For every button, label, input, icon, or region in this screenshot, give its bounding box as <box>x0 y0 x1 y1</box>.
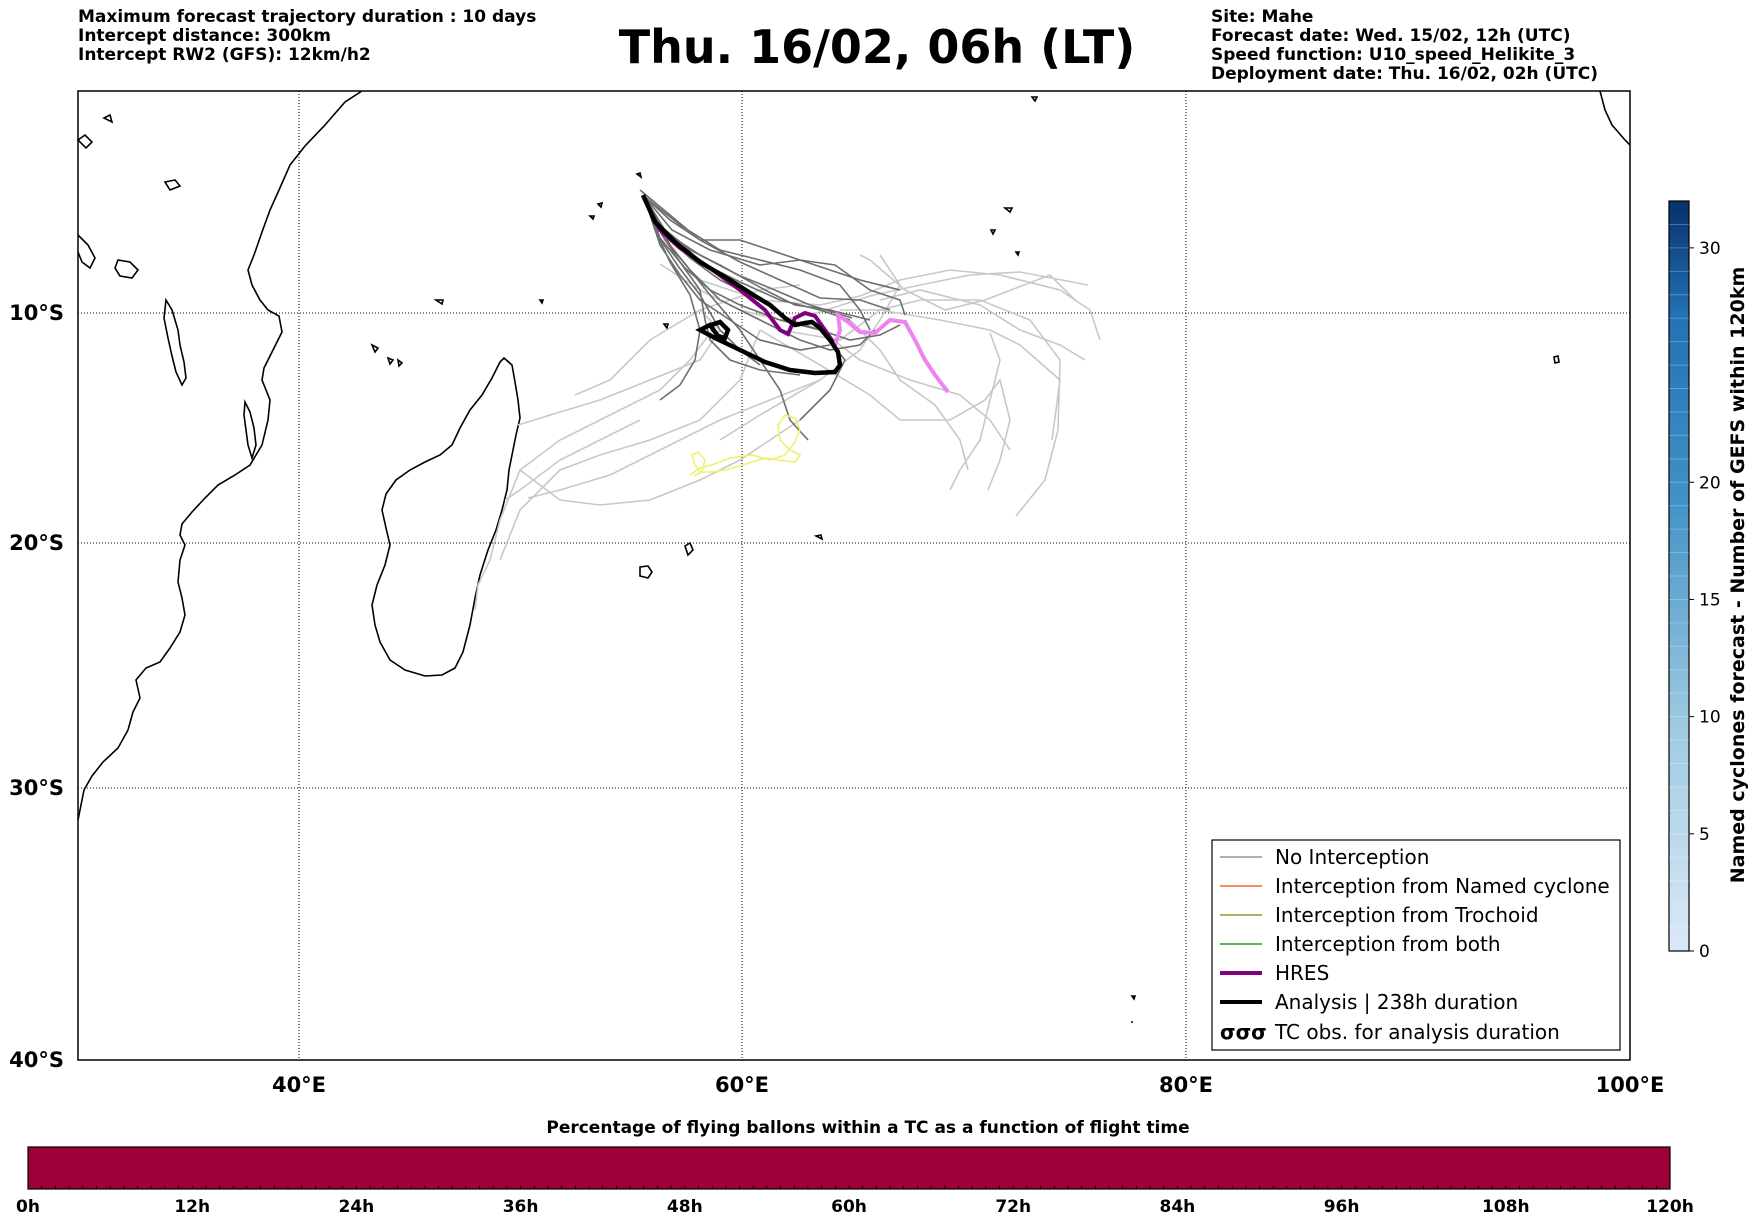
legend-label-hres: HRES <box>1275 961 1329 985</box>
intercept-rw2-text: Intercept RW2 (GFS): 12km/h2 <box>78 45 371 65</box>
time-tick-label: 0h <box>16 1197 40 1217</box>
colorbar-tick-label: 5 <box>1699 825 1710 845</box>
trajectory-member <box>643 195 831 351</box>
colorbar-tick-label: 10 <box>1699 708 1721 728</box>
legend-label-no-interception: No Interception <box>1275 845 1429 869</box>
time-tick-label: 120h <box>1646 1197 1694 1217</box>
bottom-colorbar-title: Percentage of flying ballons within a TC… <box>546 1118 1189 1138</box>
reunion-island <box>684 541 694 557</box>
lake-malawi <box>243 399 257 461</box>
legend-label-analysis: Analysis | 238h duration <box>1275 990 1518 1014</box>
trajectory-member <box>574 284 801 396</box>
legend-label-trochoid: Interception from Trochoid <box>1275 903 1539 927</box>
lat-axis-labels: 10°S 20°S 30°S 40°S <box>9 301 64 1072</box>
rodrigues-island <box>813 534 824 541</box>
right-colorbar-fill <box>1668 200 1690 952</box>
header-right: Site: Mahe Forecast date: Wed. 15/02, 12… <box>1211 8 1598 84</box>
right-colorbar: 0 5 10 15 20 30 Named cyclones forecast - Num… <box>1668 200 1749 962</box>
trajectory-member <box>879 289 1086 361</box>
mauritius-island <box>639 565 653 579</box>
colorbar-tick-label: 0 <box>1699 942 1710 962</box>
legend-label-named-cyclone: Interception from Named cyclone <box>1275 874 1610 898</box>
lat-label-30s: 30°S <box>9 776 64 800</box>
intercept-distance-text: Intercept distance: 300km <box>78 26 331 46</box>
trajectory-member <box>859 254 1076 311</box>
time-tick-label: 60h <box>831 1197 867 1217</box>
trajectory-member <box>849 319 969 471</box>
madagascar-coastline <box>371 356 521 677</box>
lon-axis-labels: 40°E 60°E 80°E 100°E <box>272 1073 1664 1097</box>
lake-victoria <box>114 259 140 279</box>
lon-label-100e: 100°E <box>1596 1073 1665 1097</box>
bottom-colorbar-ticks: 0h 12h 24h 36h 48h 60h 72h 84h 96h 108h 120h <box>16 1185 1694 1217</box>
analysis-track <box>640 194 843 376</box>
africa-coastline <box>77 90 363 821</box>
time-tick-label: 84h <box>1160 1197 1196 1217</box>
trajectory-member <box>949 332 1001 491</box>
trajectory-member <box>643 195 846 421</box>
trajectory-member <box>639 189 901 291</box>
yellow-track <box>689 414 802 477</box>
time-tick-label: 72h <box>995 1197 1031 1217</box>
lat-label-20s: 20°S <box>9 531 64 555</box>
legend-label-tc-obs: TC obs. for analysis duration <box>1274 1020 1560 1044</box>
legend-label-both: Interception from both <box>1275 932 1501 956</box>
time-tick-label: 108h <box>1482 1197 1530 1217</box>
site-text: Site: Mahe <box>1211 7 1314 27</box>
gridlines <box>78 91 1630 1060</box>
comoros-islands <box>370 343 404 368</box>
trajectory-member <box>474 319 721 611</box>
bottom-colorbar-fill <box>27 1146 1671 1190</box>
ensemble-trajectories-dark <box>639 189 906 441</box>
lon-label-80e: 80°E <box>1159 1073 1213 1097</box>
header-left: Maximum forecast trajectory duration : 1… <box>78 8 536 65</box>
socotra-coast <box>76 113 182 191</box>
trajectory-member <box>840 309 1061 441</box>
lon-label-40e: 40°E <box>272 1073 326 1097</box>
speed-function-text: Speed function: U10_speed_Helikite_3 <box>1211 45 1576 65</box>
legend-box <box>1211 839 1621 1051</box>
trajectory-member <box>519 419 801 506</box>
time-tick-label: 12h <box>174 1197 210 1217</box>
trajectory-member <box>643 195 891 311</box>
time-tick-label: 36h <box>503 1197 539 1217</box>
trajectory-member <box>759 329 1011 491</box>
forecast-date-text: Forecast date: Wed. 15/02, 12h (UTC) <box>1211 26 1571 46</box>
seychelles-islands <box>433 90 1631 1023</box>
lon-label-60e: 60°E <box>715 1073 769 1097</box>
bottom-colorbar: Percentage of flying ballons within a TC… <box>16 1118 1694 1217</box>
colorbar-tick-label: 15 <box>1699 590 1721 610</box>
lake-tanganyika <box>163 297 187 387</box>
trajectory-member <box>504 419 641 501</box>
legend: No Interception Interception from Named … <box>1211 839 1621 1051</box>
lake-kivu <box>77 234 96 270</box>
lat-label-40s: 40°S <box>9 1048 64 1072</box>
trajectory-member <box>719 299 1061 517</box>
cyclone-symbol-icon: σσσ <box>1220 1020 1267 1044</box>
time-tick-label: 48h <box>667 1197 703 1217</box>
hres-track-extension <box>833 310 950 394</box>
map-title: Thu. 16/02, 06h (LT) <box>618 20 1136 74</box>
trajectory-member <box>643 195 876 351</box>
trajectory-member <box>643 195 801 376</box>
deployment-date-text: Deployment date: Thu. 16/02, 02h (UTC) <box>1211 64 1598 84</box>
coastlines <box>76 90 1631 1023</box>
colorbar-tick-label: 30 <box>1699 239 1721 259</box>
time-tick-label: 24h <box>339 1197 375 1217</box>
right-colorbar-ticks: 0 5 10 15 20 30 <box>1669 223 1721 962</box>
trajectory-member <box>527 379 821 499</box>
right-colorbar-label: Named cyclones forecast - Number of GEFS… <box>1727 267 1749 884</box>
max-duration-text: Maximum forecast trajectory duration : 1… <box>78 7 537 27</box>
trajectory-member <box>499 329 761 561</box>
map-frame <box>77 90 1631 1061</box>
lat-label-10s: 10°S <box>9 301 64 325</box>
colorbar-tick-label: 20 <box>1699 473 1721 493</box>
time-tick-label: 96h <box>1324 1197 1360 1217</box>
